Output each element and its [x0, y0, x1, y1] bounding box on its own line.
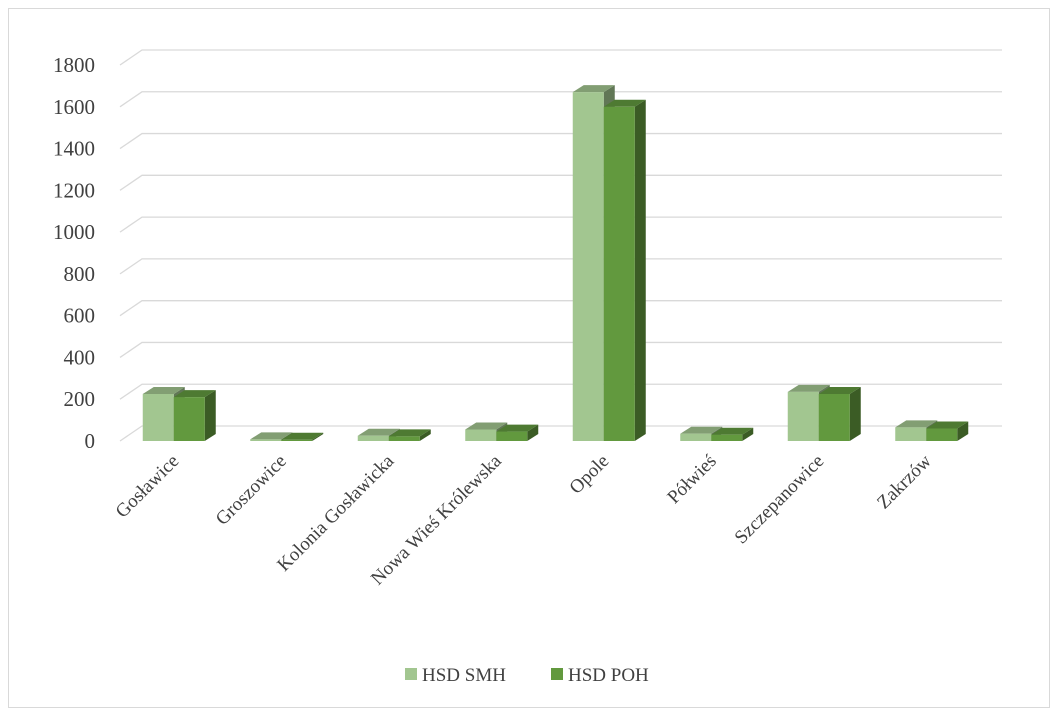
bar-front-face	[142, 394, 174, 441]
y-tick-label-6: 1200	[53, 178, 95, 202]
x-category-label-4: Opole	[566, 451, 614, 499]
y-tick-label-5: 1000	[53, 220, 95, 244]
bar-front-face	[680, 433, 712, 441]
gridline-6	[119, 174, 1002, 191]
x-category-label-0: Gosławice	[112, 451, 184, 523]
legend-item-1: HSD POH	[551, 665, 649, 686]
gridline-0	[119, 425, 1002, 442]
bar-poh-4	[603, 99, 646, 442]
bar-top-face	[787, 384, 830, 392]
y-tick-label-3: 600	[64, 304, 96, 328]
bar-top-face	[818, 387, 861, 394]
bar-front-face	[173, 397, 205, 441]
gridline-2	[119, 341, 1002, 358]
bar-front-face	[603, 106, 635, 442]
gridline-4	[119, 258, 1002, 275]
bar-top-face	[173, 390, 216, 398]
bar-front-face	[281, 439, 313, 441]
chart-frame	[8, 8, 1050, 708]
legend: HSD SMH HSD POH	[405, 665, 649, 686]
bar-poh-6	[818, 387, 861, 441]
bar-front-face	[787, 391, 819, 441]
bar-top-face	[680, 426, 723, 434]
bar-poh-7	[926, 421, 969, 441]
bar-side-face	[849, 387, 861, 441]
legend-label: HSD SMH	[422, 665, 506, 686]
bar-poh-2	[388, 429, 431, 441]
y-tick-label-4: 800	[64, 262, 96, 286]
y-tick-label-8: 1600	[53, 95, 95, 119]
y-axis-ticks: 0 200 400 600 800 1000 1200 1400 1600 1800	[53, 53, 95, 453]
gridline-9	[119, 49, 1002, 66]
y-tick-label-1: 200	[64, 387, 96, 411]
bars-layer	[142, 85, 969, 442]
bar-side-face	[312, 432, 324, 441]
bar-side-face	[419, 429, 431, 441]
bar-side-face	[634, 99, 646, 442]
bar-top-face	[926, 421, 969, 429]
bar-front-face	[926, 428, 958, 441]
bar-front-face	[465, 429, 497, 441]
bar-top-face	[572, 85, 615, 93]
bar-side-face	[742, 427, 754, 441]
bar-top-face	[142, 387, 185, 394]
legend-swatch	[551, 668, 563, 680]
bar-top-face	[711, 427, 754, 435]
bar-front-face	[250, 439, 282, 441]
y-tick-label-2: 400	[64, 345, 96, 369]
bar-poh-5	[711, 427, 754, 441]
bar-top-face	[388, 429, 431, 437]
gridline-7	[119, 132, 1002, 150]
x-category-label-2: Kolonia Gosławicka	[273, 450, 398, 575]
gridline-8	[119, 91, 1002, 108]
bar-top-face	[465, 422, 508, 430]
bar-top-face	[250, 432, 293, 440]
y-tick-label-7: 1400	[53, 137, 95, 161]
legend-item-0: HSD SMH	[405, 665, 506, 686]
legend-label: HSD POH	[568, 665, 649, 686]
bar-poh-1	[281, 432, 324, 441]
gridline-1	[119, 383, 1002, 400]
legend-swatch	[405, 668, 417, 680]
gridline-3	[119, 300, 1002, 317]
y-tick-label-9: 1800	[53, 53, 95, 77]
bar-top-face	[895, 420, 938, 428]
bar-side-face	[204, 390, 216, 441]
y-tick-label-0: 0	[85, 429, 96, 453]
bar-top-face	[603, 99, 646, 107]
x-category-label-5: Półwieś	[663, 451, 720, 508]
bar-front-face	[572, 92, 604, 442]
bar-side-face	[527, 424, 539, 441]
bar-front-face	[496, 431, 528, 441]
bar-front-face	[818, 394, 850, 441]
bar-top-face	[496, 424, 539, 432]
bar-top-face	[281, 432, 324, 440]
bar-side-face	[957, 421, 969, 441]
x-category-label-7: Zakrzów	[873, 450, 936, 513]
x-category-label-1: Groszowice	[212, 451, 291, 530]
bar-front-face	[357, 435, 389, 441]
gridline-5	[119, 216, 1002, 233]
bar-poh-3	[496, 424, 539, 441]
bar-front-face	[388, 436, 420, 441]
bar-top-face	[357, 428, 400, 436]
bar-front-face	[895, 427, 927, 441]
grid-layer	[119, 49, 1002, 442]
x-category-label-6: Szczepanowice	[731, 451, 829, 549]
bar-front-face	[711, 434, 743, 441]
bar-poh-0	[173, 390, 216, 441]
